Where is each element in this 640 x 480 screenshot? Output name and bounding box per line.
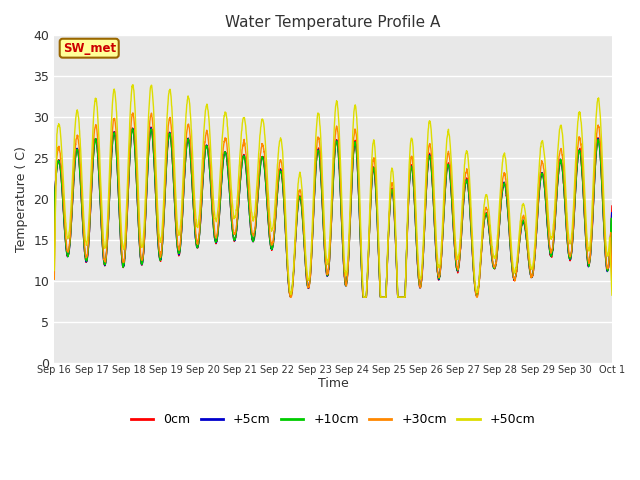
Y-axis label: Temperature ( C): Temperature ( C) — [15, 146, 28, 252]
X-axis label: Time: Time — [317, 377, 349, 390]
Legend: 0cm, +5cm, +10cm, +30cm, +50cm: 0cm, +5cm, +10cm, +30cm, +50cm — [126, 408, 540, 431]
Text: SW_met: SW_met — [63, 42, 116, 55]
Title: Water Temperature Profile A: Water Temperature Profile A — [225, 15, 441, 30]
